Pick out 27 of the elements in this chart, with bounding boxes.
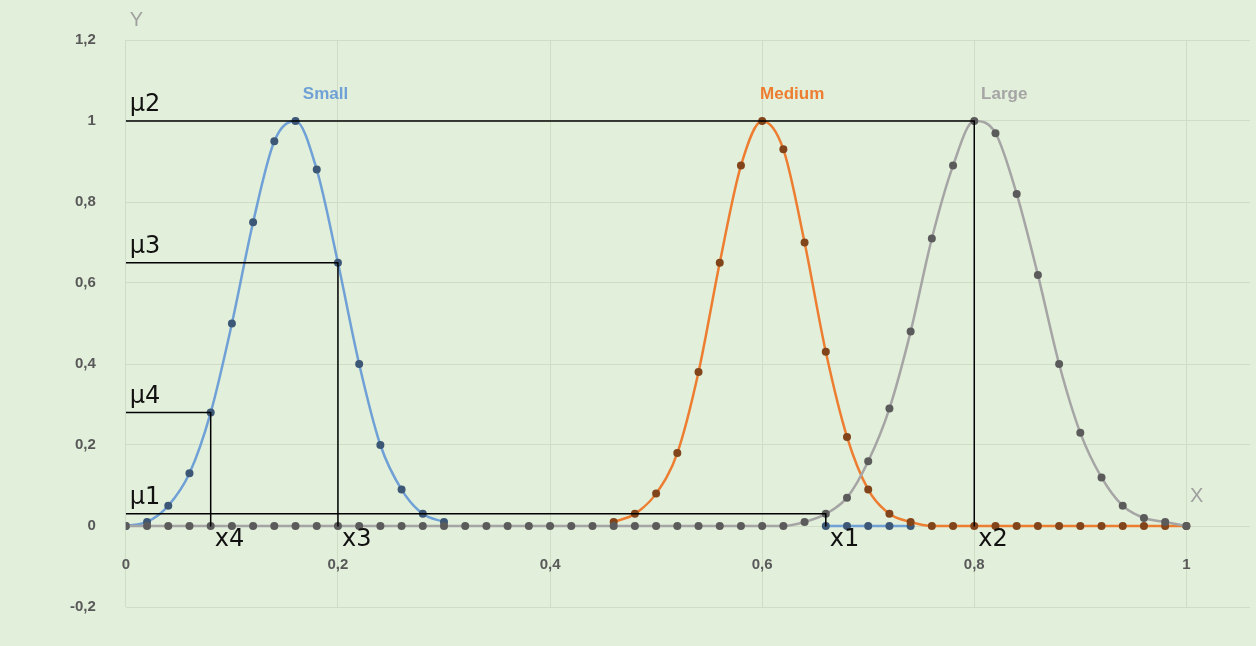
annotation: x2 xyxy=(978,524,1008,553)
x-tick-label: 0,8 xyxy=(963,555,985,573)
x-tick-label: 0,6 xyxy=(751,555,773,573)
annotation: x4 xyxy=(214,524,245,553)
y-tick-label: 1,2 xyxy=(74,30,96,48)
y-tick-label: 1 xyxy=(87,111,96,129)
annotation: μ4 xyxy=(129,380,161,409)
series-label: Medium xyxy=(760,84,825,104)
annotation: μ1 xyxy=(129,482,161,511)
annotation: x3 xyxy=(341,524,372,553)
series-label: Small xyxy=(302,84,349,104)
x-tick-label: 0,4 xyxy=(539,555,562,573)
annotation: μ2 xyxy=(129,89,161,118)
y-tick-label: 0 xyxy=(87,516,96,534)
annotation: x1 xyxy=(829,524,860,553)
y-axis-title: Y xyxy=(129,7,144,30)
x-tick-label: 1 xyxy=(1182,555,1191,573)
y-tick-label: 0,8 xyxy=(74,192,96,210)
series-label: Large xyxy=(981,84,1028,104)
x-tick-label: 0,2 xyxy=(327,555,349,573)
x-tick-label: 0 xyxy=(121,555,131,573)
y-tick-label: 0,6 xyxy=(74,273,96,291)
y-tick-label: -0,2 xyxy=(69,597,96,615)
y-tick-label: 0,2 xyxy=(74,435,96,453)
x-axis-title: X xyxy=(1190,483,1204,506)
y-tick-label: 0,4 xyxy=(74,354,97,372)
annotation: μ3 xyxy=(129,230,161,259)
